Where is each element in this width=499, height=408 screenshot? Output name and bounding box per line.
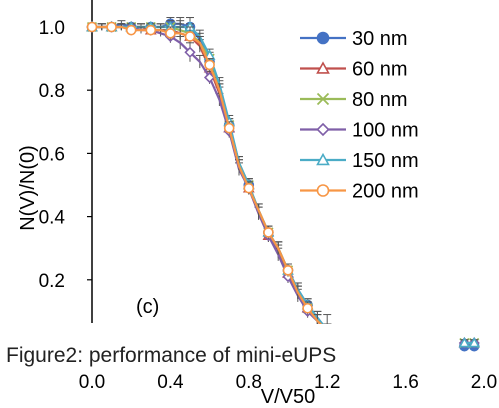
legend-swatch-marker <box>316 31 330 45</box>
legend-swatch-marker <box>316 122 330 137</box>
data-point <box>282 265 294 276</box>
series-layer <box>86 17 481 352</box>
data-point <box>458 336 471 348</box>
y-tick-label: 0.4 <box>39 208 66 229</box>
data-point <box>125 24 137 36</box>
series-200-nm <box>86 21 341 347</box>
data-point <box>106 21 117 33</box>
legend-label: 150 nm <box>352 150 419 172</box>
panel-label: (c) <box>136 296 159 318</box>
legend-label: 80 nm <box>352 89 408 111</box>
y-axis-label: N(V)/N(0) <box>17 145 39 231</box>
data-point <box>165 28 176 39</box>
data-point <box>145 24 157 36</box>
data-point <box>243 182 255 194</box>
y-axis-ticks: 0.2 0.4 0.6 0.8 1.0 <box>39 18 92 292</box>
y-tick-label: 1.0 <box>39 18 65 39</box>
data-point <box>184 46 196 58</box>
legend-swatch-marker <box>316 92 330 106</box>
data-point <box>468 336 481 348</box>
legend-swatch-marker <box>316 152 330 166</box>
data-point <box>302 302 313 314</box>
data-point <box>184 31 196 42</box>
legend: 30 nm 60 nm 80 nm 100 nm 150 nm 200 nm <box>298 24 476 205</box>
x-tick-label: 0.4 <box>157 372 184 393</box>
data-point <box>223 122 235 134</box>
y-tick-label: 0.8 <box>39 81 65 102</box>
x-tick-label: 2.0 <box>471 372 497 393</box>
caption: Figure2: performance of mini-eUPS <box>6 344 336 367</box>
data-point <box>86 21 98 33</box>
data-point <box>263 227 274 238</box>
x-tick-label: 0.0 <box>79 372 105 393</box>
caption-backdrop <box>92 324 392 372</box>
x-axis-ticks: 0.0 0.4 0.8 1.2 1.6 2.0 <box>79 372 497 393</box>
legend-swatch-marker <box>316 61 330 74</box>
data-point <box>204 59 215 71</box>
legend-label: 30 nm <box>352 28 408 50</box>
legend-label: 100 nm <box>352 120 419 142</box>
x-tick-label: 1.6 <box>392 372 418 393</box>
legend-swatch-marker <box>316 184 330 197</box>
legend-label: 60 nm <box>352 59 408 81</box>
x-tick-label: 1.2 <box>314 372 340 393</box>
x-axis-label: V/V50 <box>261 386 315 408</box>
y-tick-label: 0.2 <box>39 271 65 292</box>
legend-label: 200 nm <box>352 181 419 203</box>
data-point <box>203 71 216 84</box>
x-tick-label: 0.8 <box>236 372 262 393</box>
y-tick-label: 0.6 <box>39 144 65 165</box>
